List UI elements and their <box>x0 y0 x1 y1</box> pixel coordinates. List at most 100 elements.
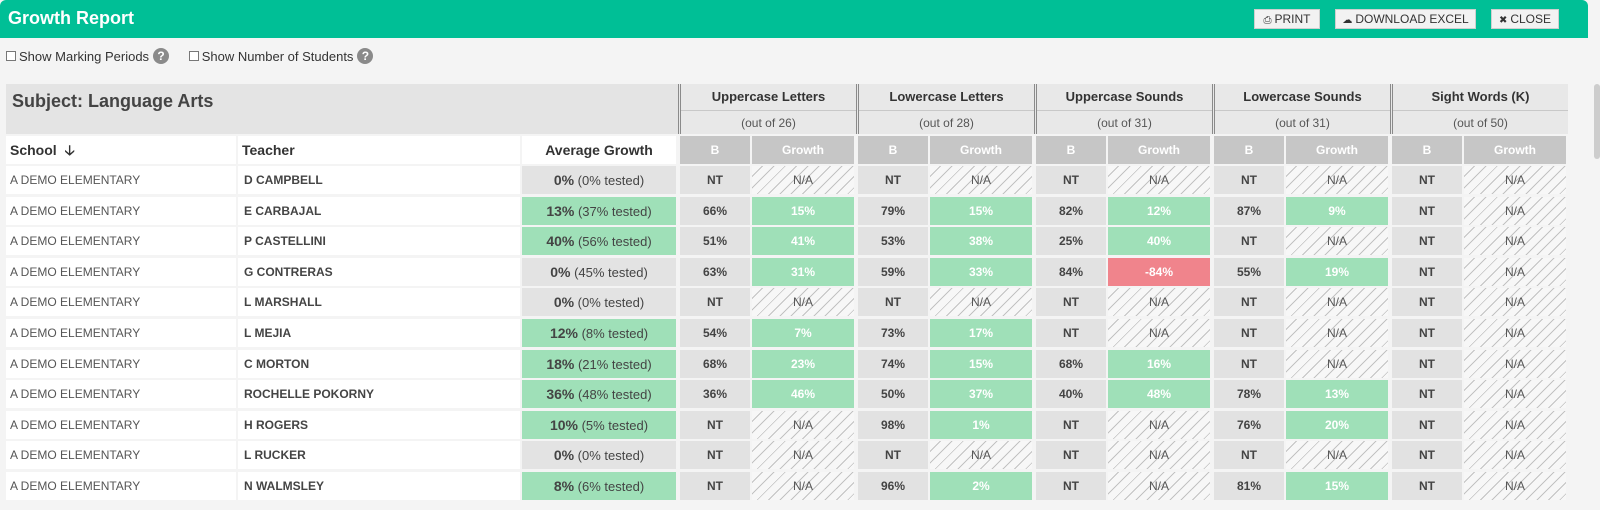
teacher-cell[interactable]: L RUCKER <box>238 441 520 470</box>
growth-cell: N/A <box>752 288 854 317</box>
baseline-cell: NT <box>680 410 750 439</box>
growth-column-header[interactable]: Growth <box>1286 136 1388 164</box>
growth-cell: 16% <box>1108 349 1210 378</box>
growth-cell: N/A <box>1286 441 1388 470</box>
teacher-cell[interactable]: P CASTELLINI <box>238 227 520 256</box>
baseline-cell: NT <box>1036 319 1106 347</box>
growth-cell: N/A <box>1464 319 1566 347</box>
skill-out-of: (out of 26) <box>681 110 856 135</box>
teacher-cell[interactable]: L MARSHALL <box>238 288 520 317</box>
baseline-cell: 87% <box>1214 196 1284 225</box>
growth-column-header[interactable]: Growth <box>1464 136 1566 164</box>
table-row[interactable]: A DEMO ELEMENTARY L RUCKER 0% (0% tested) N… <box>6 441 1600 470</box>
teacher-cell[interactable]: C MORTON <box>238 349 520 378</box>
skill-out-of: (out of 50) <box>1393 110 1568 135</box>
teacher-column-header[interactable]: Teacher <box>238 136 520 164</box>
school-cell: A DEMO ELEMENTARY <box>6 410 236 439</box>
tested-percent: (5% tested) <box>577 417 649 433</box>
baseline-cell: NT <box>680 166 750 194</box>
teacher-cell[interactable]: G CONTRERAS <box>238 257 520 286</box>
growth-cell: 7% <box>752 319 854 347</box>
skill-header: Sight Words (K) (out of 50) <box>1390 84 1568 134</box>
baseline-cell: 51% <box>680 227 750 256</box>
baseline-cell: 74% <box>858 349 928 378</box>
show-number-of-students-checkbox[interactable] <box>188 51 199 61</box>
tested-percent: (21% tested) <box>574 356 652 372</box>
baseline-cell: NT <box>1392 349 1462 378</box>
growth-cell: N/A <box>1464 227 1566 256</box>
baseline-cell: NT <box>1392 257 1462 286</box>
teacher-cell[interactable]: H ROGERS <box>238 410 520 439</box>
growth-cell: N/A <box>1108 319 1210 347</box>
growth-column-header[interactable]: Growth <box>752 136 854 164</box>
tested-percent: (56% tested) <box>574 234 652 250</box>
b-column-header[interactable]: B <box>858 136 928 164</box>
help-circle-icon[interactable]: ? <box>153 48 170 64</box>
baseline-cell: NT <box>858 166 928 194</box>
teacher-cell[interactable]: E CARBAJAL <box>238 196 520 225</box>
school-column-header[interactable]: School 🡣 <box>6 136 236 164</box>
scrollbar[interactable] <box>1594 84 1600 159</box>
baseline-cell: NT <box>1392 227 1462 256</box>
table-row[interactable]: A DEMO ELEMENTARY P CASTELLINI 40% (56% te… <box>6 227 1600 256</box>
average-growth-cell: 0% (45% tested) <box>522 257 676 286</box>
table-row[interactable]: A DEMO ELEMENTARY H ROGERS 10% (5% tested)… <box>6 410 1600 439</box>
show-number-of-students-toggle[interactable]: Show Number of Students ? <box>188 48 374 64</box>
baseline-cell: NT <box>1214 319 1284 347</box>
baseline-cell: 25% <box>1036 227 1106 256</box>
average-growth-value: 0% <box>553 447 575 464</box>
baseline-cell: NT <box>1036 441 1106 470</box>
show-marking-periods-toggle[interactable]: Show Marking Periods ? <box>6 48 170 64</box>
table-row[interactable]: A DEMO ELEMENTARY ROCHELLE POKORNY 36% (48… <box>6 380 1600 409</box>
close-button[interactable]: ✖ CLOSE <box>1491 9 1559 29</box>
teacher-cell[interactable]: D CAMPBELL <box>238 166 520 194</box>
growth-cell: N/A <box>1464 472 1566 500</box>
growth-cell: N/A <box>1108 288 1210 317</box>
table-row[interactable]: A DEMO ELEMENTARY C MORTON 18% (21% tested… <box>6 349 1600 378</box>
average-growth-value: 8% <box>553 478 575 494</box>
table-row[interactable]: A DEMO ELEMENTARY L MARSHALL 0% (0% tested… <box>6 288 1600 317</box>
table-row[interactable]: A DEMO ELEMENTARY D CAMPBELL 0% (0% tested… <box>6 166 1600 194</box>
growth-cell: N/A <box>930 166 1032 194</box>
growth-column-header[interactable]: Growth <box>1108 136 1210 164</box>
table-row[interactable]: A DEMO ELEMENTARY G CONTRERAS 0% (45% test… <box>6 257 1600 286</box>
growth-cell: 46% <box>752 380 854 409</box>
growth-cell: 15% <box>930 349 1032 378</box>
growth-cell: 12% <box>1108 196 1210 225</box>
table-row[interactable]: A DEMO ELEMENTARY L MEJIA 12% (8% tested) 5… <box>6 319 1600 347</box>
growth-cell: N/A <box>1286 349 1388 378</box>
baseline-cell: NT <box>1392 441 1462 470</box>
subject-title: Subject: Language Arts <box>12 91 214 111</box>
b-column-header[interactable]: B <box>1214 136 1284 164</box>
teacher-cell[interactable]: ROCHELLE POKORNY <box>238 380 520 409</box>
b-column-header[interactable]: B <box>1392 136 1462 164</box>
baseline-cell: NT <box>1214 166 1284 194</box>
growth-cell: N/A <box>1286 288 1388 317</box>
help-circle-icon[interactable]: ? <box>357 48 374 64</box>
baseline-cell: NT <box>1214 349 1284 378</box>
average-growth-column-header[interactable]: Average Growth <box>522 136 676 164</box>
baseline-cell: NT <box>858 441 928 470</box>
tested-percent: (37% tested) <box>574 203 652 219</box>
title-bar: Growth Report ⎙ PRINT ☁ DOWNLOAD EXCEL ✖ CL… <box>0 0 1588 38</box>
baseline-cell: 81% <box>1214 472 1284 500</box>
baseline-cell: NT <box>1392 380 1462 409</box>
baseline-cell: NT <box>1214 227 1284 256</box>
tested-percent: (0% tested) <box>574 295 645 311</box>
average-growth-value: 40% <box>546 233 575 250</box>
teacher-cell[interactable]: L MEJIA <box>238 319 520 347</box>
b-column-header[interactable]: B <box>1036 136 1106 164</box>
tested-percent: (8% tested) <box>577 326 649 341</box>
print-button-label: PRINT <box>1274 12 1311 26</box>
tested-percent: (0% tested) <box>574 173 645 188</box>
table-row[interactable]: A DEMO ELEMENTARY E CARBAJAL 13% (37% test… <box>6 196 1600 225</box>
download-excel-button[interactable]: ☁ DOWNLOAD EXCEL <box>1335 9 1476 29</box>
growth-column-header[interactable]: Growth <box>930 136 1032 164</box>
teacher-cell[interactable]: N WALMSLEY <box>238 472 520 500</box>
arrow-down-icon: 🡣 <box>64 142 75 158</box>
average-growth-cell: 18% (21% tested) <box>522 349 676 378</box>
b-column-header[interactable]: B <box>680 136 750 164</box>
print-button[interactable]: ⎙ PRINT <box>1254 9 1320 29</box>
show-marking-periods-checkbox[interactable] <box>6 51 16 61</box>
table-row[interactable]: A DEMO ELEMENTARY N WALMSLEY 8% (6% tested… <box>6 472 1600 500</box>
